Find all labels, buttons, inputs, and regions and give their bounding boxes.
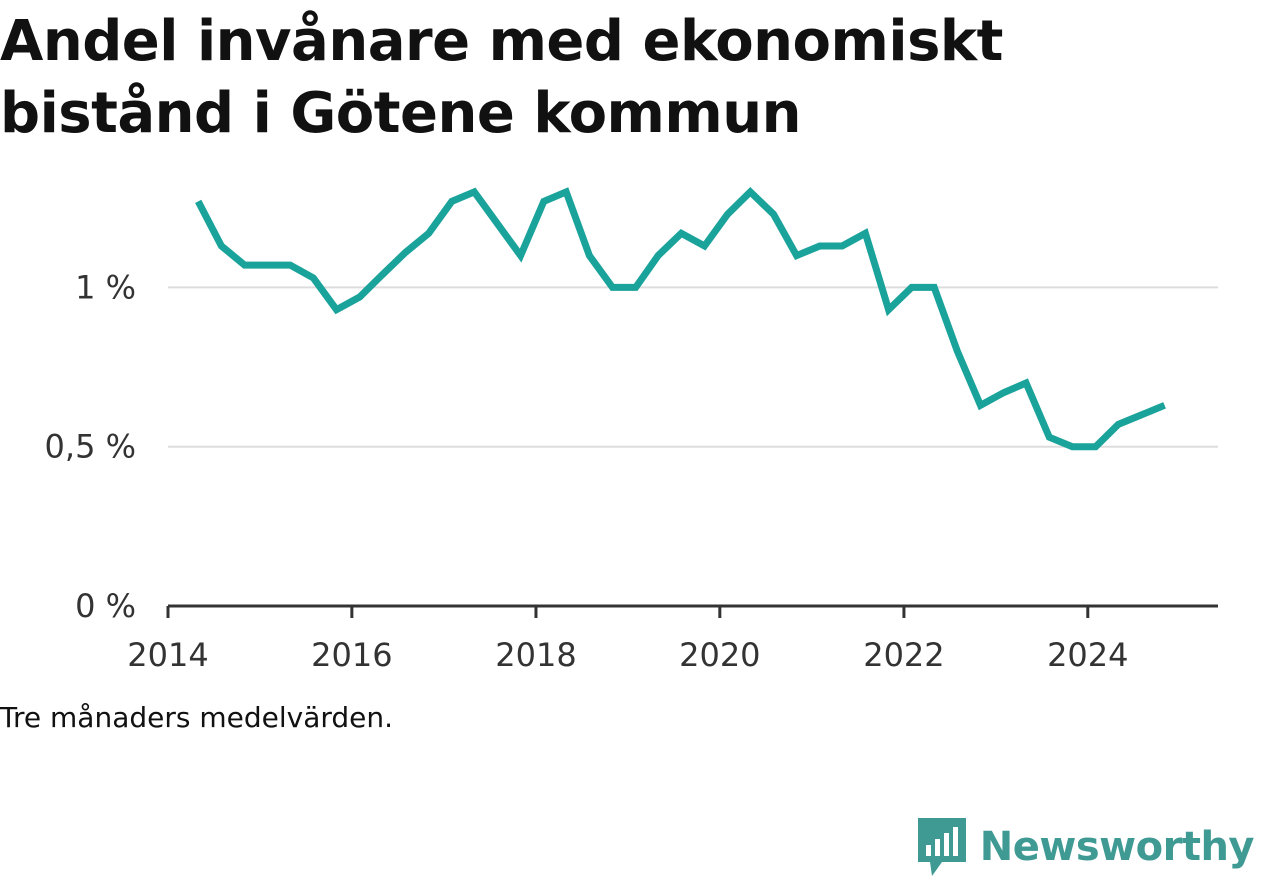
brand-logo: Newsworthy — [917, 818, 1255, 876]
gridlines — [168, 286, 1218, 448]
chart-title: Andel invånare med ekonomiskt bistånd i … — [0, 9, 1003, 146]
x-tick-label-4: 2022 — [863, 636, 944, 674]
line-chart: 0 % 0,5 % 1 % 2014 2016 2018 2020 2022 2024 — [45, 187, 1218, 674]
series-line-0 — [195, 187, 1166, 451]
x-tick-label-2: 2018 — [495, 636, 576, 674]
y-axis-labels: 0 % 0,5 % 1 % — [45, 268, 136, 625]
x-axis-labels: 2014 2016 2018 2020 2022 2024 — [127, 636, 1128, 674]
x-tick-label-5: 2024 — [1047, 636, 1128, 674]
x-tick-label-3: 2020 — [679, 636, 760, 674]
y-tick-label-0: 0 % — [75, 587, 136, 625]
chart-caption: Tre månaders medelvärden. — [0, 701, 394, 734]
newsworthy-logo-icon — [917, 818, 966, 876]
y-tick-label-2: 1 % — [75, 268, 136, 306]
x-tick-label-0: 2014 — [127, 636, 208, 674]
x-axis — [166, 604, 1218, 618]
x-tick-label-1: 2016 — [311, 636, 392, 674]
series-layer — [195, 187, 1166, 451]
y-tick-label-1: 0,5 % — [45, 428, 136, 466]
brand-name: Newsworthy — [979, 824, 1255, 870]
